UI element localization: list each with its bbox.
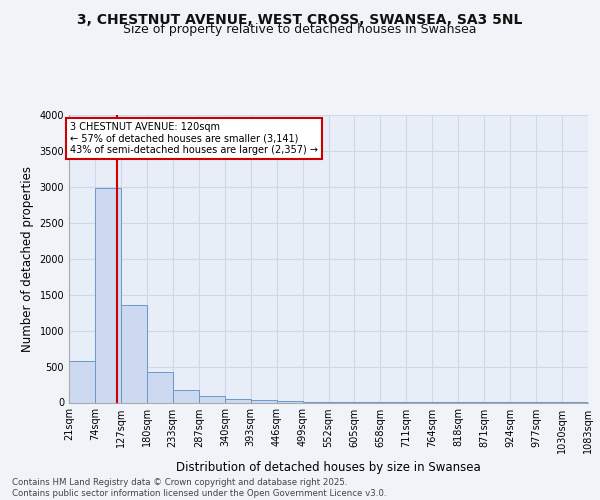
Bar: [225, 398, 251, 402]
Bar: [199, 396, 225, 402]
Bar: [173, 390, 199, 402]
Bar: [121, 306, 147, 402]
Bar: [277, 401, 302, 402]
Text: Size of property relative to detached houses in Swansea: Size of property relative to detached ho…: [123, 22, 477, 36]
Text: 3, CHESTNUT AVENUE, WEST CROSS, SWANSEA, SA3 5NL: 3, CHESTNUT AVENUE, WEST CROSS, SWANSEA,…: [77, 12, 523, 26]
Text: 3 CHESTNUT AVENUE: 120sqm
← 57% of detached houses are smaller (3,141)
43% of se: 3 CHESTNUT AVENUE: 120sqm ← 57% of detac…: [70, 122, 318, 156]
Text: Contains HM Land Registry data © Crown copyright and database right 2025.
Contai: Contains HM Land Registry data © Crown c…: [12, 478, 386, 498]
Bar: [95, 188, 121, 402]
Bar: [251, 400, 277, 402]
X-axis label: Distribution of detached houses by size in Swansea: Distribution of detached houses by size …: [176, 461, 481, 474]
Y-axis label: Number of detached properties: Number of detached properties: [21, 166, 34, 352]
Bar: [69, 361, 95, 403]
Bar: [147, 372, 173, 402]
